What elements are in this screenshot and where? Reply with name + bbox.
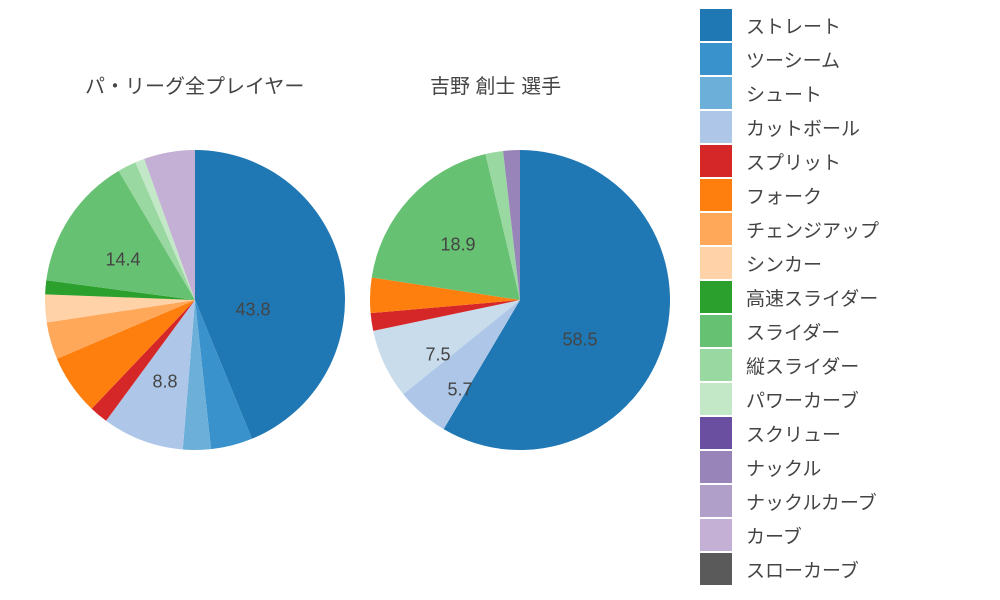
legend-swatch xyxy=(700,111,732,143)
pie-chart-left: 43.8 8.8 14.4 xyxy=(45,150,345,450)
pie-slice-label: 7.5 xyxy=(425,345,450,366)
legend-swatch xyxy=(700,281,732,313)
chart-title-right: 吉野 創士 選手 xyxy=(430,70,561,99)
legend-label: スプリット xyxy=(746,148,841,175)
legend-swatch xyxy=(700,553,732,585)
legend-item: シンカー xyxy=(700,246,980,280)
legend-label: 高速スライダー xyxy=(746,284,878,311)
legend-label: ナックル xyxy=(746,454,821,481)
legend: ストレートツーシームシュートカットボールスプリットフォークチェンジアップシンカー… xyxy=(700,0,980,586)
pie-slice-label: 43.8 xyxy=(235,300,270,321)
legend-swatch xyxy=(700,145,732,177)
legend-swatch xyxy=(700,519,732,551)
legend-swatch xyxy=(700,451,732,483)
pie-svg xyxy=(370,150,670,450)
pie-chart-right: 58.5 5.7 7.5 18.9 xyxy=(370,150,670,450)
legend-item: シュート xyxy=(700,76,980,110)
legend-item: カットボール xyxy=(700,110,980,144)
legend-item: スライダー xyxy=(700,314,980,348)
legend-swatch xyxy=(700,315,732,347)
legend-item: パワーカーブ xyxy=(700,382,980,416)
legend-label: スローカーブ xyxy=(746,556,859,583)
legend-swatch xyxy=(700,247,732,279)
legend-label: ツーシーム xyxy=(746,46,840,73)
legend-item: カーブ xyxy=(700,518,980,552)
legend-label: チェンジアップ xyxy=(746,216,879,243)
legend-item: 高速スライダー xyxy=(700,280,980,314)
legend-item: スクリュー xyxy=(700,416,980,450)
legend-label: スライダー xyxy=(746,318,840,345)
legend-swatch xyxy=(700,349,732,381)
legend-label: パワーカーブ xyxy=(746,386,859,413)
legend-label: ナックルカーブ xyxy=(746,488,877,515)
legend-item: スローカーブ xyxy=(700,552,980,586)
legend-swatch xyxy=(700,43,732,75)
pie-slice-label: 14.4 xyxy=(105,250,140,271)
legend-swatch xyxy=(700,485,732,517)
legend-item: ツーシーム xyxy=(700,42,980,76)
legend-item: ナックル xyxy=(700,450,980,484)
pie-slice-label: 58.5 xyxy=(562,330,597,351)
legend-label: カーブ xyxy=(746,522,802,549)
legend-item: ナックルカーブ xyxy=(700,484,980,518)
legend-label: シュート xyxy=(746,80,822,107)
pie-slice-label: 5.7 xyxy=(447,380,472,401)
legend-swatch xyxy=(700,417,732,449)
legend-item: ストレート xyxy=(700,8,980,42)
legend-label: フォーク xyxy=(746,182,822,209)
legend-item: 縦スライダー xyxy=(700,348,980,382)
legend-label: シンカー xyxy=(746,250,822,277)
legend-swatch xyxy=(700,77,732,109)
legend-label: スクリュー xyxy=(746,420,841,447)
chart-canvas: パ・リーグ全プレイヤー 吉野 創士 選手 43.8 8.8 14.4 58.5 5.7… xyxy=(0,0,1000,600)
legend-swatch xyxy=(700,383,732,415)
legend-swatch xyxy=(700,213,732,245)
pie-slice-label: 18.9 xyxy=(440,235,475,256)
pie-slice-label: 8.8 xyxy=(152,372,177,393)
legend-label: ストレート xyxy=(746,12,841,39)
legend-item: スプリット xyxy=(700,144,980,178)
legend-label: カットボール xyxy=(746,114,860,141)
legend-item: フォーク xyxy=(700,178,980,212)
legend-label: 縦スライダー xyxy=(746,352,859,379)
legend-swatch xyxy=(700,179,732,211)
legend-item: チェンジアップ xyxy=(700,212,980,246)
legend-swatch xyxy=(700,9,732,41)
pie-svg xyxy=(45,150,345,450)
chart-title-left: パ・リーグ全プレイヤー xyxy=(85,70,304,99)
